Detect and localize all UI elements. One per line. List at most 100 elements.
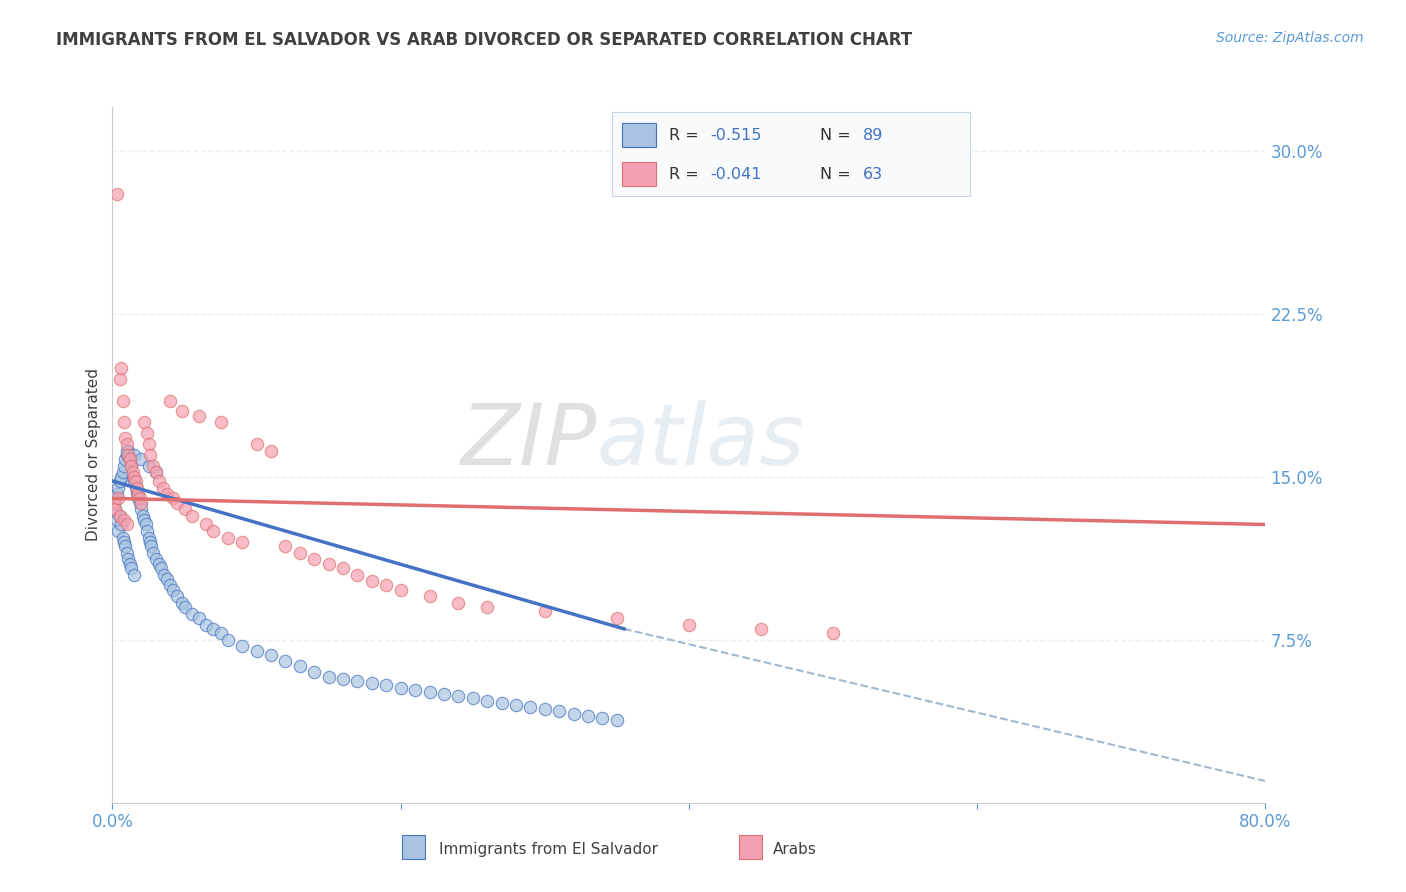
Point <box>150 561 173 575</box>
Point <box>139 448 162 462</box>
Point <box>122 567 145 582</box>
Point <box>447 596 470 610</box>
Point <box>195 517 218 532</box>
Point <box>115 517 138 532</box>
Point <box>127 491 149 506</box>
Point <box>104 491 127 506</box>
Point <box>124 474 146 488</box>
Point <box>139 535 162 549</box>
Point <box>606 713 628 727</box>
Point <box>128 496 150 510</box>
Point <box>188 611 211 625</box>
Point <box>111 393 134 408</box>
Point <box>173 502 195 516</box>
Point <box>519 700 541 714</box>
Point <box>124 481 146 495</box>
Point <box>346 674 368 689</box>
Point <box>821 626 844 640</box>
Point <box>110 517 132 532</box>
Point <box>129 452 153 467</box>
Point <box>153 567 176 582</box>
Point <box>159 393 181 408</box>
Point <box>231 639 253 653</box>
Point <box>461 691 484 706</box>
Point <box>217 632 239 647</box>
Text: N =: N = <box>820 167 855 182</box>
Point <box>111 466 134 480</box>
Point <box>112 513 135 527</box>
Point <box>121 469 143 483</box>
Point <box>332 561 354 575</box>
Point <box>114 431 136 445</box>
Point <box>120 458 142 473</box>
Point <box>419 589 441 603</box>
Point <box>111 531 134 545</box>
Point <box>110 469 132 483</box>
Point <box>318 670 340 684</box>
Point <box>118 557 141 571</box>
Point <box>110 360 132 375</box>
Point <box>346 567 368 582</box>
Point <box>159 578 181 592</box>
Point <box>105 513 128 527</box>
Point <box>389 681 412 695</box>
Text: 63: 63 <box>862 167 883 182</box>
Point <box>170 596 193 610</box>
Point <box>170 404 193 418</box>
Point <box>103 496 125 510</box>
Point <box>274 539 297 553</box>
Point <box>152 481 174 495</box>
Point <box>180 607 202 621</box>
Point <box>217 531 239 545</box>
Point <box>562 706 585 721</box>
Point <box>128 491 150 506</box>
Point <box>115 437 138 451</box>
Point <box>166 589 188 603</box>
Point <box>576 708 599 723</box>
Text: -0.041: -0.041 <box>710 167 762 182</box>
Point <box>533 605 555 619</box>
Point <box>592 711 614 725</box>
Point <box>209 415 232 429</box>
Point <box>118 452 141 467</box>
Point <box>108 508 131 523</box>
Text: 89: 89 <box>862 128 883 143</box>
Point <box>135 517 157 532</box>
Point <box>103 496 125 510</box>
Point <box>375 578 398 592</box>
FancyBboxPatch shape <box>623 123 657 147</box>
Point <box>104 502 127 516</box>
Point <box>202 524 225 538</box>
Point <box>107 524 129 538</box>
Point <box>209 626 232 640</box>
Point <box>678 617 700 632</box>
Point <box>447 690 470 704</box>
Text: R =: R = <box>669 167 704 182</box>
Text: Source: ZipAtlas.com: Source: ZipAtlas.com <box>1216 31 1364 45</box>
Point <box>475 693 498 707</box>
Point <box>134 415 156 429</box>
Point <box>107 481 129 495</box>
FancyBboxPatch shape <box>623 162 657 186</box>
Point <box>117 552 139 566</box>
Point <box>475 600 498 615</box>
FancyBboxPatch shape <box>740 835 762 860</box>
Point <box>195 617 218 632</box>
Point <box>142 546 165 560</box>
Point <box>105 487 128 501</box>
Point <box>288 658 311 673</box>
Point <box>115 448 138 462</box>
Point <box>104 502 127 516</box>
Point <box>120 458 142 473</box>
Point <box>148 474 170 488</box>
Point <box>145 466 167 480</box>
Point <box>112 458 135 473</box>
Point <box>114 539 136 553</box>
Text: N =: N = <box>820 128 855 143</box>
Point <box>118 452 141 467</box>
Point <box>375 678 398 692</box>
Point <box>125 487 148 501</box>
Point <box>132 508 155 523</box>
Point <box>108 372 131 386</box>
Point <box>188 409 211 423</box>
